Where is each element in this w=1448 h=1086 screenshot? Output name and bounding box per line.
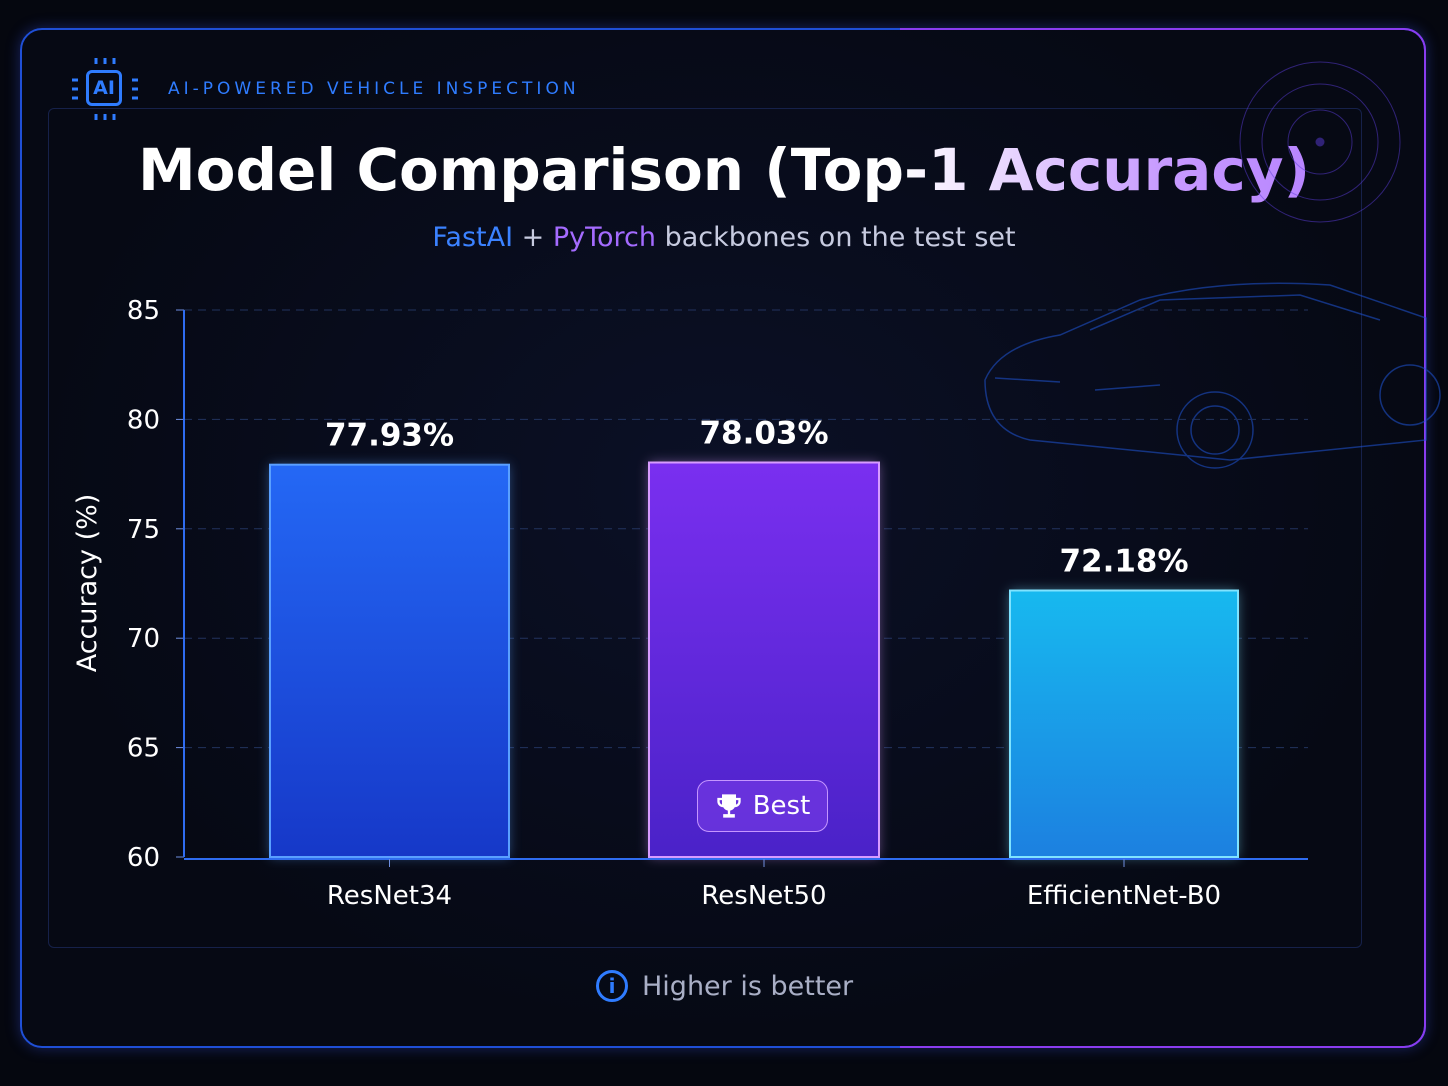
subtitle-fastai: FastAI <box>432 222 514 253</box>
chart-subtitle: FastAI + PyTorch backbones on the test s… <box>0 222 1448 253</box>
brand: AI AI-POWERED VEHICLE INSPECTION <box>72 56 580 122</box>
subtitle-plus: + <box>513 222 553 253</box>
x-tick-label: ResNet34 <box>327 881 452 911</box>
y-tick-label: 85 <box>127 296 160 326</box>
x-tick-label: EfficientNet-B0 <box>1027 881 1221 911</box>
footer-note: i Higher is better <box>596 970 853 1002</box>
brand-tagline: AI-POWERED VEHICLE INSPECTION <box>168 79 580 99</box>
footer-text: Higher is better <box>642 970 854 1002</box>
bar-efficientnet-b0 <box>1009 589 1239 858</box>
car-wireframe-decoration <box>984 282 1441 469</box>
chart-title: Model Comparison (Top-1 Accuracy) <box>0 136 1448 204</box>
y-tick-label: 80 <box>127 405 160 435</box>
ai-chip-label: AI <box>86 70 122 106</box>
radar-decoration <box>1239 61 1401 223</box>
inner-frame <box>48 108 1362 948</box>
best-badge-label: Best <box>752 791 811 821</box>
data-label: 78.03% <box>699 416 828 452</box>
subtitle-rest: backbones on the test set <box>656 222 1016 253</box>
trophy-icon <box>717 794 741 818</box>
best-badge: Best <box>697 780 828 832</box>
frame-accent <box>900 28 1426 1048</box>
x-tick-label: ResNet50 <box>701 881 826 911</box>
y-axis-label: Accuracy (%) <box>72 494 103 673</box>
y-tick-label: 60 <box>127 843 160 873</box>
y-tick-label: 75 <box>127 515 160 545</box>
data-label: 77.93% <box>325 418 454 454</box>
subtitle-pytorch: PyTorch <box>552 222 657 253</box>
y-tick-label: 70 <box>127 624 160 654</box>
data-label: 72.18% <box>1059 544 1188 580</box>
bar-resnet34 <box>269 463 510 858</box>
info-icon: i <box>596 970 628 1002</box>
y-tick-label: 65 <box>127 734 160 764</box>
ai-chip-icon: AI <box>72 56 138 122</box>
